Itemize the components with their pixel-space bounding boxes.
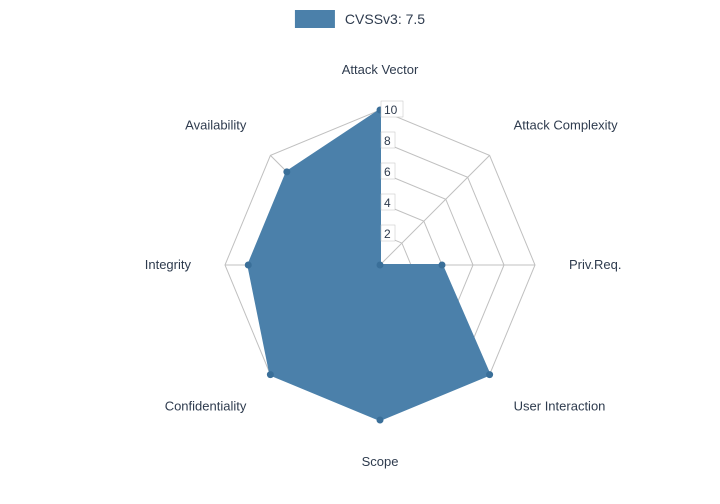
tick-label: 8 xyxy=(384,134,391,148)
axis-label: Attack Vector xyxy=(342,62,419,77)
axis-label: Attack Complexity xyxy=(514,117,619,132)
legend-swatch xyxy=(295,10,335,28)
series-point xyxy=(377,417,384,424)
axis-label: Scope xyxy=(362,454,399,469)
series-point xyxy=(439,262,446,269)
radar-svg: 2 4 6 8 10 Attack Vector Attack Complexity Priv… xyxy=(0,40,720,504)
tick-label: 4 xyxy=(384,196,391,210)
tick-label: 2 xyxy=(384,227,391,241)
axis-label: Priv.Req. xyxy=(569,257,622,272)
axis-label: User Interaction xyxy=(514,399,606,414)
legend: CVSSv3: 7.5 xyxy=(295,10,425,28)
axis-label: Confidentiality xyxy=(165,399,247,414)
tick-label: 6 xyxy=(384,165,391,179)
series-point xyxy=(283,168,290,175)
series-point xyxy=(267,371,274,378)
tick-label: 10 xyxy=(384,103,398,117)
series-point xyxy=(245,262,252,269)
series-point xyxy=(486,371,493,378)
radar-chart: 2 4 6 8 10 Attack Vector Attack Complexity Priv… xyxy=(0,40,720,504)
axis-label: Integrity xyxy=(145,257,192,272)
series-point xyxy=(377,262,384,269)
legend-label: CVSSv3: 7.5 xyxy=(345,11,425,27)
axis-label: Availability xyxy=(185,117,247,132)
